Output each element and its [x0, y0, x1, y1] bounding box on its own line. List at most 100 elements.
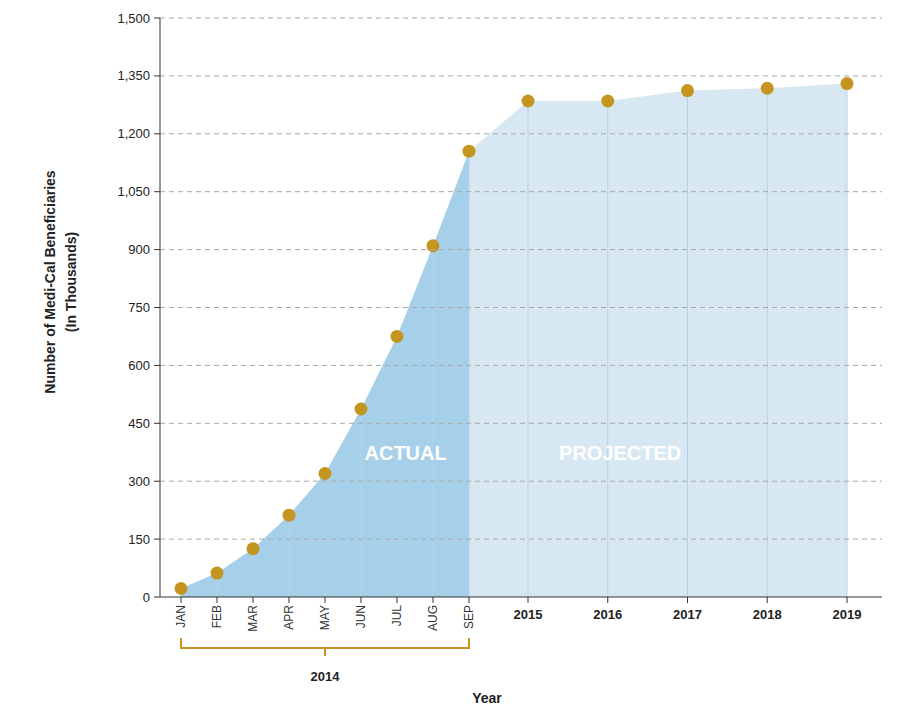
- y-tick-label: 1,050: [117, 184, 150, 199]
- x-tick-label: 2018: [753, 607, 782, 622]
- series-area: [469, 84, 847, 597]
- y-axis-title: Number of Medi-Cal Beneficiaries: [42, 170, 58, 393]
- grid-line: [160, 307, 882, 308]
- y-tick: [154, 307, 160, 308]
- x-tick: [607, 597, 608, 603]
- marker: [841, 77, 854, 90]
- x-tick-label: APR: [282, 605, 296, 630]
- marker: [601, 94, 614, 107]
- marker: [391, 330, 404, 343]
- y-tick: [154, 133, 160, 134]
- x-tick: [253, 597, 254, 603]
- y-axis-title: (In Thousands): [63, 232, 79, 332]
- y-tick-label: 750: [128, 300, 150, 315]
- y-tick-label: 600: [128, 358, 150, 373]
- y-tick: [154, 191, 160, 192]
- marker: [247, 542, 260, 555]
- y-tick: [154, 75, 160, 76]
- x-tick-label: 2019: [833, 607, 862, 622]
- x-tick-label: JUN: [354, 605, 368, 628]
- x-tick-label: JUL: [390, 605, 404, 627]
- drop-line: [361, 409, 362, 597]
- grid-line: [160, 18, 882, 19]
- drop-line: [687, 91, 688, 597]
- drop-line: [289, 515, 290, 597]
- y-tick-label: 1,200: [117, 126, 150, 141]
- x-tick: [217, 597, 218, 603]
- x-tick-label: FEB: [210, 605, 224, 628]
- x-tick: [528, 597, 529, 603]
- drop-line: [767, 88, 768, 597]
- x-tick: [325, 597, 326, 603]
- group-label: 2014: [311, 669, 341, 684]
- x-tick: [469, 597, 470, 603]
- x-tick-label: JAN: [174, 605, 188, 628]
- x-tick: [289, 597, 290, 603]
- marker: [463, 145, 476, 158]
- y-tick: [154, 18, 160, 19]
- x-tick-label: MAR: [246, 605, 260, 632]
- series-area: [181, 151, 469, 597]
- group-bracket: [181, 638, 469, 656]
- chart-container: 0 150 300 450 600 750 900 1,050 1,200 1,350 1,500 A…: [0, 0, 900, 718]
- grid-line: [160, 481, 882, 482]
- x-tick: [687, 597, 688, 603]
- drop-line: [253, 549, 254, 597]
- x-axis: [160, 597, 882, 598]
- x-tick: [767, 597, 768, 603]
- x-axis-title: Year: [472, 690, 502, 706]
- grid-line: [160, 75, 882, 76]
- drop-line: [847, 84, 848, 597]
- marker: [283, 509, 296, 522]
- grid-line: [160, 365, 882, 366]
- marker: [681, 84, 694, 97]
- grid-line: [160, 423, 882, 424]
- marker: [175, 582, 188, 595]
- marker: [761, 82, 774, 95]
- x-tick-label: 2017: [673, 607, 702, 622]
- drop-line: [397, 336, 398, 597]
- series-label: PROJECTED: [559, 442, 681, 464]
- drop-line: [325, 473, 326, 597]
- grid-line: [160, 249, 882, 250]
- y-tick-label: 1,350: [117, 68, 150, 83]
- x-tick: [847, 597, 848, 603]
- y-axis: [160, 18, 161, 597]
- x-tick: [397, 597, 398, 603]
- x-tick: [361, 597, 362, 603]
- y-tick: [154, 597, 160, 598]
- drop-line: [528, 101, 529, 597]
- y-tick-label: 300: [128, 474, 150, 489]
- series-label: ACTUAL: [365, 442, 447, 464]
- x-tick-label: SEP: [462, 605, 476, 629]
- drop-line: [469, 151, 470, 597]
- x-tick-label: MAY: [318, 605, 332, 630]
- marker: [522, 94, 535, 107]
- chart-svg: 0 150 300 450 600 750 900 1,050 1,200 1,350 1,500 A…: [0, 0, 900, 718]
- y-tick-label: 1,500: [117, 11, 150, 26]
- x-tick: [433, 597, 434, 603]
- plot-area: [175, 77, 854, 597]
- y-tick: [154, 365, 160, 366]
- y-tick-label: 900: [128, 242, 150, 257]
- y-tick-label: 150: [128, 532, 150, 547]
- marker: [355, 403, 368, 416]
- x-tick: [181, 597, 182, 603]
- x-tick-label: AUG: [426, 605, 440, 631]
- y-tick-label: 450: [128, 416, 150, 431]
- x-tick-label: 2015: [514, 607, 543, 622]
- grid-line: [160, 133, 882, 134]
- grid-line: [160, 539, 882, 540]
- y-tick: [154, 249, 160, 250]
- x-tick-label: 2016: [593, 607, 622, 622]
- marker: [319, 467, 332, 480]
- marker: [211, 567, 224, 580]
- y-tick-label: 0: [143, 590, 150, 605]
- drop-line: [607, 101, 608, 597]
- grid-line: [160, 191, 882, 192]
- y-tick: [154, 481, 160, 482]
- y-tick: [154, 423, 160, 424]
- drop-line: [433, 246, 434, 597]
- y-tick: [154, 539, 160, 540]
- marker: [427, 239, 440, 252]
